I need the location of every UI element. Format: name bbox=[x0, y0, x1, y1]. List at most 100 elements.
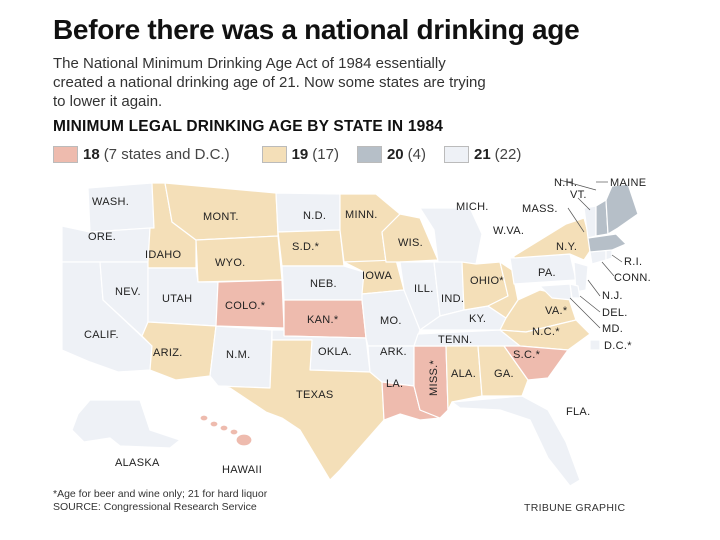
label-il: ILL. bbox=[414, 283, 434, 295]
legend-value: 19 bbox=[291, 145, 309, 163]
legend-value: 20 bbox=[386, 145, 404, 163]
leader-line bbox=[567, 207, 585, 233]
legend-swatch bbox=[356, 145, 382, 163]
label-nc: N.C.* bbox=[532, 326, 560, 338]
legend-item-18: 18 (7 states and D.C.) bbox=[53, 145, 230, 163]
label-pa: PA. bbox=[538, 267, 556, 279]
leader-line bbox=[587, 279, 601, 297]
label-tx: TEXAS bbox=[296, 389, 334, 401]
label-nd: N.D. bbox=[303, 210, 326, 222]
leader-line bbox=[569, 297, 601, 329]
label-ia: IOWA bbox=[362, 270, 392, 282]
leader-line bbox=[601, 261, 615, 277]
label-wa: WASH. bbox=[92, 196, 129, 208]
legend-count: (17) bbox=[312, 145, 339, 163]
state-sc bbox=[503, 345, 569, 381]
legend-item-20: 20 (4) bbox=[356, 145, 426, 163]
label-al: ALA. bbox=[451, 368, 476, 380]
label-ma: MASS. bbox=[522, 203, 558, 215]
description-line: to lower it again. bbox=[53, 93, 163, 110]
state-nj bbox=[573, 261, 589, 293]
state-ri bbox=[605, 249, 613, 261]
label-oh: OHIO* bbox=[470, 275, 504, 287]
label-ms: MISS.* bbox=[428, 360, 440, 396]
label-ks: KAN.* bbox=[307, 314, 339, 326]
label-ga: GA. bbox=[494, 368, 514, 380]
label-va: VA.* bbox=[545, 305, 568, 317]
page-title: Before there was a national drinking age bbox=[53, 14, 580, 45]
state-labels: WASH. ORE. CALIF. NEV. IDAHO MONT. WYO. … bbox=[84, 177, 651, 476]
label-la: LA. bbox=[386, 378, 403, 390]
label-mn: MINN. bbox=[345, 209, 378, 221]
label-wv: W.VA. bbox=[493, 225, 524, 237]
legend-value: 18 bbox=[83, 145, 100, 163]
label-mo: MO. bbox=[380, 315, 402, 327]
label-co: COLO.* bbox=[225, 300, 266, 312]
description: The National Minimum Drinking Age Act of… bbox=[53, 54, 653, 111]
legend-count: (4) bbox=[407, 145, 426, 163]
label-dc: D.C.* bbox=[604, 340, 632, 352]
legend-item-21: 21 (22) bbox=[443, 145, 522, 163]
legend-swatch bbox=[53, 145, 78, 163]
state-ny bbox=[513, 217, 593, 261]
state-tx bbox=[217, 339, 385, 481]
state-ga bbox=[477, 345, 529, 397]
label-nm: N.M. bbox=[226, 349, 250, 361]
leader-line bbox=[577, 197, 591, 211]
footnote-source: SOURCE: Congressional Research Service bbox=[53, 501, 257, 513]
state-ma bbox=[587, 233, 627, 253]
legend-count: (7 states and D.C.) bbox=[103, 145, 230, 163]
label-vt: VT. bbox=[570, 189, 587, 201]
footnote: *Age for beer and wine only; 21 for hard… bbox=[53, 488, 267, 514]
leader-line bbox=[611, 254, 623, 263]
label-in: IND. bbox=[441, 293, 464, 305]
footnote-note: *Age for beer and wine only; 21 for hard… bbox=[53, 488, 268, 500]
label-ok: OKLA. bbox=[318, 346, 352, 358]
label-sd: S.D.* bbox=[292, 241, 320, 253]
state-al bbox=[445, 345, 483, 411]
description-line: The National Minimum Drinking Age Act of… bbox=[53, 55, 446, 72]
state-in bbox=[433, 261, 465, 317]
label-az: ARIZ. bbox=[153, 347, 183, 359]
legend-item-19: 19 (17) bbox=[261, 145, 339, 163]
label-ca: CALIF. bbox=[84, 329, 119, 341]
leader-line bbox=[559, 179, 597, 191]
label-ar: ARK. bbox=[380, 346, 407, 358]
state-ak bbox=[71, 399, 181, 449]
label-mt: MONT. bbox=[203, 211, 239, 223]
label-id: IDAHO bbox=[145, 249, 181, 261]
label-wy: WYO. bbox=[215, 257, 246, 269]
label-ri: R.I. bbox=[624, 256, 642, 268]
description-line: created a national drinking age of 21. N… bbox=[53, 74, 486, 91]
label-de: DEL. bbox=[602, 307, 628, 319]
label-me: MAINE bbox=[610, 177, 646, 189]
label-nh: N.H. bbox=[554, 177, 577, 189]
label-nj: N.J. bbox=[602, 290, 623, 302]
map-subtitle: MINIMUM LEGAL DRINKING AGE BY STATE IN 1… bbox=[53, 118, 444, 135]
label-nv: NEV. bbox=[115, 286, 141, 298]
label-tn: TENN. bbox=[438, 334, 473, 346]
label-ut: UTAH bbox=[162, 293, 192, 305]
label-ne: NEB. bbox=[310, 278, 337, 290]
credit: TRIBUNE GRAPHIC bbox=[524, 502, 626, 514]
legend: 18 (7 states and D.C.) 19 (17) 20 (4) 21… bbox=[53, 144, 521, 164]
label-ak: ALASKA bbox=[115, 457, 160, 469]
state-fl bbox=[451, 395, 581, 487]
label-hi: HAWAII bbox=[222, 464, 262, 476]
state-dc bbox=[589, 339, 601, 351]
label-fl: FLA. bbox=[566, 406, 590, 418]
state-az bbox=[141, 321, 217, 381]
legend-value: 21 bbox=[473, 145, 491, 163]
label-ny: N.Y. bbox=[556, 241, 577, 253]
label-ky: KY. bbox=[469, 313, 486, 325]
label-sc: S.C.* bbox=[513, 349, 541, 361]
label-or: ORE. bbox=[88, 231, 116, 243]
state-me bbox=[605, 183, 639, 235]
legend-swatch bbox=[443, 145, 469, 163]
label-md: MD. bbox=[602, 323, 623, 335]
legend-swatch bbox=[261, 145, 287, 163]
label-mi: MICH. bbox=[456, 201, 489, 213]
legend-count: (22) bbox=[494, 145, 522, 163]
label-wi: WIS. bbox=[398, 237, 423, 249]
